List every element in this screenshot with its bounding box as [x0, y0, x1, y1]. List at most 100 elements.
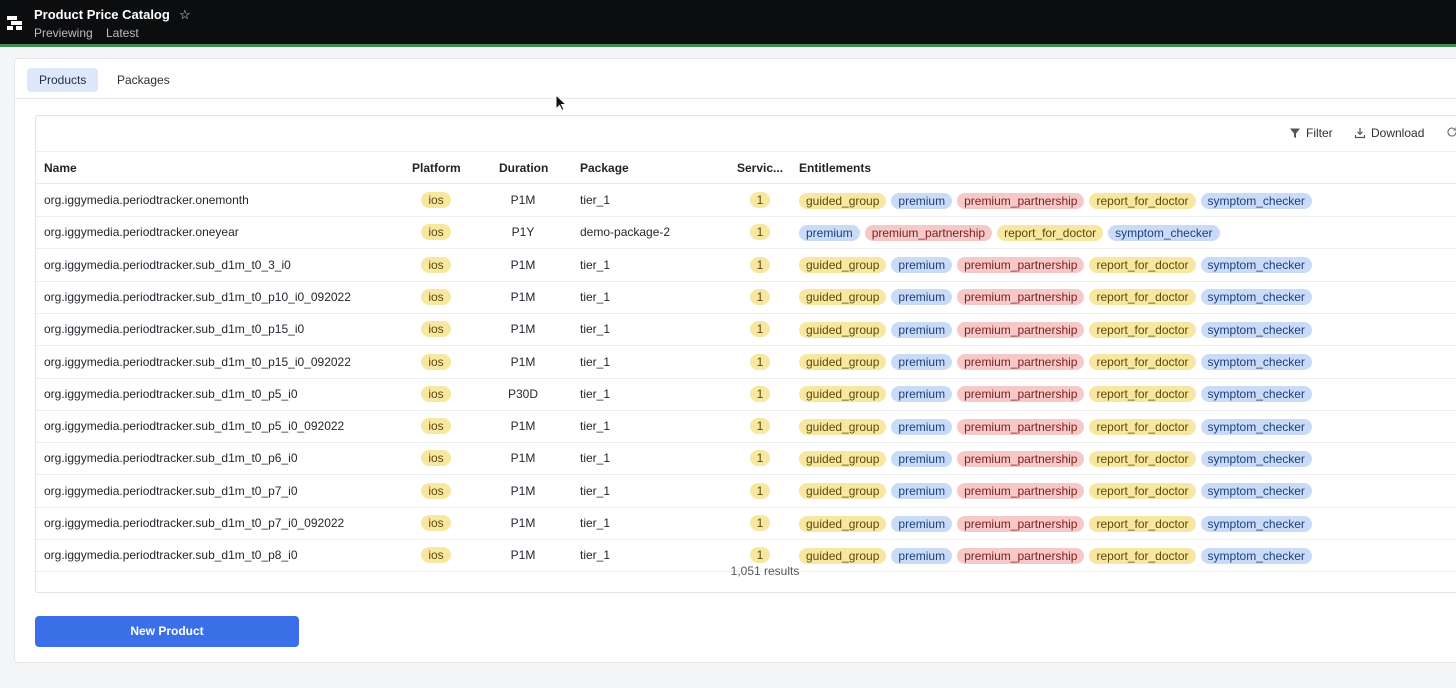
duration-cell: P1M — [510, 419, 536, 434]
entitlement-badge: premium_partnership — [957, 418, 1085, 435]
service-badge: 1 — [749, 321, 771, 338]
service-badge: 1 — [749, 256, 771, 273]
product-name-cell: org.iggymedia.periodtracker.sub_d1m_t0_p… — [44, 322, 305, 337]
filter-icon — [1290, 128, 1300, 138]
package-cell: tier_1 — [580, 289, 611, 304]
package-cell: tier_1 — [580, 322, 611, 337]
column-header-name[interactable]: Name — [44, 161, 77, 175]
entitlement-badge: report_for_doctor — [1089, 515, 1196, 532]
entitlements-cell: guided_group premium premium_partnership re… — [799, 347, 1456, 378]
entitlement-badge: premium — [891, 386, 953, 403]
favorite-star-icon[interactable]: ☆ — [179, 7, 191, 22]
entitlement-badge: symptom_checker — [1200, 418, 1312, 435]
entitlement-badge: premium — [799, 224, 860, 241]
column-header-platform[interactable]: Platform — [412, 161, 461, 175]
platform-cell: ios — [406, 185, 466, 216]
table-row[interactable]: org.iggymedia.periodtracker.sub_d1m_t0_p… — [36, 540, 1456, 573]
column-header-service[interactable]: Servic... — [737, 161, 784, 175]
duration-cell: P1M — [510, 354, 536, 369]
entitlement-badge: symptom_checker — [1200, 515, 1312, 532]
package-cell: tier_1 — [580, 451, 611, 466]
platform-badge: ios — [421, 256, 451, 273]
app-logo-icon — [7, 16, 22, 30]
table-row[interactable]: org.iggymedia.periodtracker.sub_d1m_t0_p… — [36, 411, 1456, 444]
version-selector[interactable]: Latest — [106, 26, 139, 40]
entitlements-cell: guided_group premium premium_partnership re… — [799, 250, 1456, 281]
entitlement-badge: premium_partnership — [957, 354, 1085, 370]
table-row[interactable]: org.iggymedia.periodtracker.sub_d1m_t0_p… — [36, 282, 1456, 314]
package-cell: tier_1 — [580, 483, 611, 498]
package-cell: demo-package-2 — [580, 225, 671, 240]
entitlement-badge: guided_group — [799, 483, 887, 500]
entitlements-cell: guided_group premium premium_partnership re… — [799, 314, 1456, 345]
entitlement-badge: report_for_doctor — [1089, 354, 1196, 370]
service-cell: 1 — [739, 314, 781, 345]
package-cell: tier_1 — [580, 516, 611, 530]
platform-badge: ios — [421, 224, 451, 241]
duration-cell: P1M — [510, 257, 536, 272]
entitlement-badge: guided_group — [799, 289, 887, 306]
tab-bar: Products Packages — [15, 59, 1456, 99]
entitlement-badge: premium — [891, 192, 953, 209]
entitlement-badge: premium — [891, 547, 953, 564]
table-row[interactable]: org.iggymedia.periodtracker.onemonth ios P… — [36, 185, 1456, 217]
duration-cell: P1M — [510, 516, 536, 530]
entitlement-badge: report_for_doctor — [1089, 547, 1196, 564]
download-button[interactable]: Download — [1354, 126, 1424, 140]
filter-button[interactable]: Filter — [1289, 126, 1333, 140]
service-badge: 1 — [749, 192, 771, 208]
entitlements-cell: guided_group premium premium_partnership re… — [799, 476, 1456, 507]
new-product-button[interactable]: New Product — [35, 616, 299, 647]
duration-cell: P30D — [507, 386, 539, 401]
entitlement-badge: symptom_checker — [1200, 483, 1312, 500]
refresh-icon[interactable] — [1446, 126, 1456, 138]
duration-cell: P1Y — [511, 225, 535, 240]
entitlement-badge: report_for_doctor — [1089, 450, 1196, 467]
service-cell: 1 — [739, 476, 781, 507]
mouse-cursor-icon — [555, 94, 567, 112]
service-badge: 1 — [749, 224, 771, 241]
product-name-cell: org.iggymedia.periodtracker.sub_d1m_t0_p… — [44, 548, 298, 563]
service-cell: 1 — [739, 508, 781, 539]
filter-label: Filter — [1306, 126, 1333, 140]
table-row[interactable]: org.iggymedia.periodtracker.sub_d1m_t0_p… — [36, 476, 1456, 508]
service-badge: 1 — [749, 482, 771, 499]
entitlement-badge: premium_partnership — [957, 321, 1085, 338]
platform-cell: ios — [406, 250, 466, 281]
package-cell: tier_1 — [580, 193, 611, 207]
service-cell: 1 — [739, 347, 781, 378]
duration-cell: P1M — [510, 322, 536, 337]
table-row[interactable]: org.iggymedia.periodtracker.sub_d1m_t0_p… — [36, 347, 1456, 379]
platform-badge: ios — [421, 482, 451, 499]
column-header-entitlements[interactable]: Entitlements — [799, 161, 872, 175]
table-row[interactable]: org.iggymedia.periodtracker.sub_d1m_t0_p… — [36, 508, 1456, 540]
service-badge: 1 — [749, 418, 771, 435]
table-row[interactable]: org.iggymedia.periodtracker.sub_d1m_t0_p… — [36, 314, 1456, 347]
tab-packages[interactable]: Packages — [117, 73, 170, 87]
entitlement-badge: guided_group — [799, 354, 887, 370]
entitlement-badge: symptom_checker — [1108, 224, 1220, 241]
service-badge: 1 — [749, 353, 771, 370]
entitlement-badge: report_for_doctor — [1089, 386, 1196, 403]
platform-cell: ios — [406, 314, 466, 345]
entitlements-cell: guided_group premium premium_partnership re… — [799, 411, 1456, 442]
table-row[interactable]: org.iggymedia.periodtracker.sub_d1m_t0_3… — [36, 250, 1456, 282]
service-badge: 1 — [749, 288, 771, 305]
table-row[interactable]: org.iggymedia.periodtracker.oneyear ios P1… — [36, 217, 1456, 250]
column-header-duration[interactable]: Duration — [499, 161, 549, 175]
platform-cell: ios — [406, 282, 466, 313]
column-header-package[interactable]: Package — [580, 161, 629, 175]
entitlement-badge: report_for_doctor — [1089, 192, 1196, 209]
entitlements-cell: guided_group premium premium_partnership re… — [799, 443, 1456, 474]
product-name-cell: org.iggymedia.periodtracker.sub_d1m_t0_p… — [44, 483, 298, 498]
table-row[interactable]: org.iggymedia.periodtracker.sub_d1m_t0_p… — [36, 379, 1456, 411]
service-badge: 1 — [749, 547, 771, 564]
table-row[interactable]: org.iggymedia.periodtracker.sub_d1m_t0_p… — [36, 443, 1456, 476]
entitlement-badge: symptom_checker — [1200, 257, 1312, 274]
entitlement-badge: premium — [891, 257, 953, 274]
service-badge: 1 — [749, 385, 771, 402]
entitlement-badge: premium_partnership — [957, 515, 1085, 532]
tab-products[interactable]: Products — [27, 68, 99, 92]
download-icon — [1354, 128, 1366, 139]
platform-badge: ios — [421, 288, 451, 305]
